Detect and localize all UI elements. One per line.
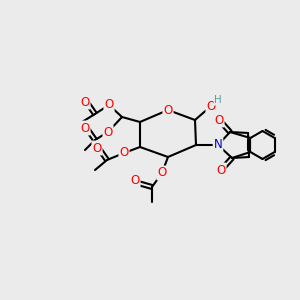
Text: N: N [214, 139, 222, 152]
Text: O: O [103, 125, 112, 139]
Text: O: O [164, 103, 172, 116]
Text: O: O [80, 95, 90, 109]
Text: O: O [214, 113, 224, 127]
Text: O: O [158, 167, 166, 179]
Text: O: O [206, 100, 216, 113]
Text: O: O [119, 146, 129, 160]
Text: O: O [216, 164, 226, 176]
Text: O: O [104, 98, 114, 112]
Text: O: O [92, 142, 102, 154]
Text: O: O [80, 122, 90, 134]
Text: O: O [130, 175, 140, 188]
Text: H: H [214, 95, 222, 105]
